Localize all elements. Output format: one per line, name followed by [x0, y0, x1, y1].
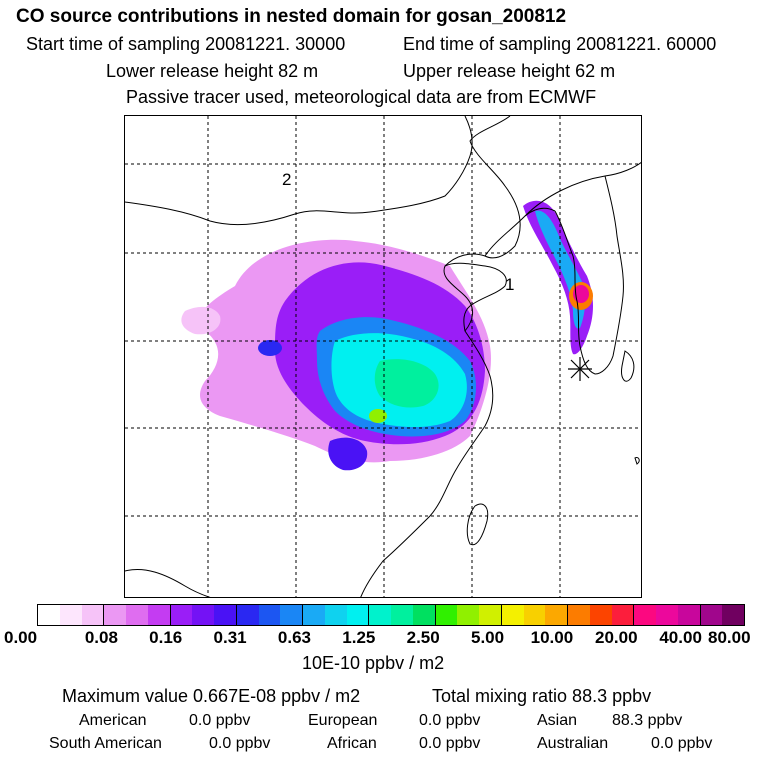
colorbar-segment-2	[81, 605, 105, 625]
korea-hotspot-core	[573, 285, 589, 303]
map-panel: 1 2	[124, 115, 642, 598]
colorbar-segment-17	[412, 605, 436, 625]
colorbar-segment-14	[346, 605, 370, 625]
colorbar-segment-24	[568, 605, 590, 625]
shandong-peninsula	[444, 262, 507, 332]
lower-height-label: Lower release height 82 m	[106, 61, 319, 81]
lat-lon-grid	[125, 116, 641, 597]
colorbar-tick-label: 40.00	[659, 628, 702, 647]
colorbar	[37, 604, 745, 626]
colorbar-segment-15	[369, 605, 391, 625]
colorbar-segment-28	[656, 605, 678, 625]
japan-kyushu	[621, 350, 635, 382]
japan-small-island	[634, 457, 640, 465]
korea-north-border	[524, 161, 641, 217]
source-value-australian: 0.0 ppbv	[651, 735, 713, 752]
end-time-label: End time of sampling 20081221. 60000	[403, 34, 717, 54]
colorbar-segment-9	[236, 605, 259, 625]
plume-green	[374, 359, 439, 408]
colorbar-tick-label: 0.00	[4, 628, 38, 647]
colorbar-tick-label: 0.31	[213, 628, 247, 647]
plume-west-patches	[181, 306, 221, 335]
total-mixing-ratio-label: Total mixing ratio 88.3 ppbv	[432, 686, 652, 706]
korea-plume-outer	[523, 200, 593, 355]
map-label-1: 1	[505, 275, 514, 294]
colorbar-tick-labels: 0.00 0.08 0.16 0.31 0.63 1.25 2.50 5.00 10.00 20.…	[0, 628, 768, 650]
china-north-border	[125, 116, 473, 225]
colorbar-segment-8	[214, 605, 237, 625]
colorbar-segment-18	[435, 605, 458, 625]
source-name-european: European	[308, 712, 378, 729]
map-plot: 1 2	[125, 116, 641, 597]
colorbar-segment-5	[147, 605, 171, 625]
source-name-asian: Asian	[537, 712, 578, 729]
maximum-value-label: Maximum value 0.667E-08 ppbv / m2	[62, 686, 361, 706]
colorbar-segment-27	[634, 605, 656, 625]
colorbar-segment-31	[722, 605, 744, 625]
southeast-coast	[125, 568, 211, 597]
colorbar-segment-19	[457, 605, 479, 625]
source-value-asian: 88.3 ppbv	[612, 712, 683, 729]
colorbar-segment-6	[170, 605, 193, 625]
asterisk-receptor-icon	[568, 357, 592, 381]
colorbar-segment-3	[104, 605, 126, 625]
korea-east-coast	[594, 175, 624, 375]
colorbar-segment-13	[324, 605, 347, 625]
source-name-australian: Australian	[537, 735, 609, 752]
colorbar-segment-0	[38, 605, 60, 625]
colorbar-tick-label: 0.63	[277, 628, 311, 647]
colorbar-tick-label: 5.00	[470, 628, 505, 647]
upper-height-label: Upper release height 62 m	[403, 61, 616, 81]
colorbar-tick-label: 0.08	[84, 628, 118, 647]
korea-west-coast	[554, 210, 596, 375]
source-name-african: African	[327, 735, 377, 752]
concentration-field	[181, 200, 593, 471]
taiwan-island	[466, 503, 489, 546]
source-value-american: 0.0 ppbv	[189, 712, 251, 729]
colorbar-segment-1	[59, 605, 82, 625]
plume-south-patch	[328, 437, 368, 471]
source-value-south-american: 0.0 ppbv	[209, 735, 271, 752]
colorbar-segment-11	[280, 605, 303, 625]
colorbar-segment-20	[479, 605, 502, 625]
source-name-south-american: South American	[49, 735, 162, 752]
plume-hotspot-yellowgreen	[369, 409, 387, 423]
start-time-label: Start time of sampling 20081221. 30000	[26, 34, 346, 54]
colorbar-tick-label: 2.50	[406, 628, 440, 647]
colorbar-segment-4	[126, 605, 148, 625]
colorbar-segment-25	[589, 605, 612, 625]
colorbar-segment-12	[303, 605, 325, 625]
colorbar-segment-26	[611, 605, 635, 625]
colorbar-unit-label: 10E-10 ppbv / m2	[302, 653, 445, 673]
source-value-african: 0.0 ppbv	[419, 735, 481, 752]
colorbar-segment-21	[501, 605, 524, 625]
colorbar-segment-30	[700, 605, 723, 625]
tracer-note: Passive tracer used, meteorological data…	[126, 87, 597, 107]
colorbar-segment-7	[192, 605, 214, 625]
colorbar-segment-10	[258, 605, 281, 625]
colorbar-segment-29	[677, 605, 701, 625]
colorbar-tick-label: 1.25	[342, 628, 376, 647]
colorbar-tick-label: 80.00	[708, 628, 751, 647]
source-value-european: 0.0 ppbv	[419, 712, 481, 729]
colorbar-tick-label: 10.00	[530, 628, 574, 647]
colorbar-tick-label: 0.16	[149, 628, 183, 647]
source-name-american: American	[79, 712, 147, 729]
colorbar-segment-23	[545, 605, 568, 625]
plume-west-blob	[258, 340, 282, 356]
chart-title: CO source contributions in nested domain…	[16, 6, 567, 27]
colorbar-segment-16	[391, 605, 413, 625]
colorbar-tick-label: 20.00	[594, 628, 638, 647]
colorbar-segment-22	[523, 605, 546, 625]
map-label-2: 2	[282, 170, 291, 189]
